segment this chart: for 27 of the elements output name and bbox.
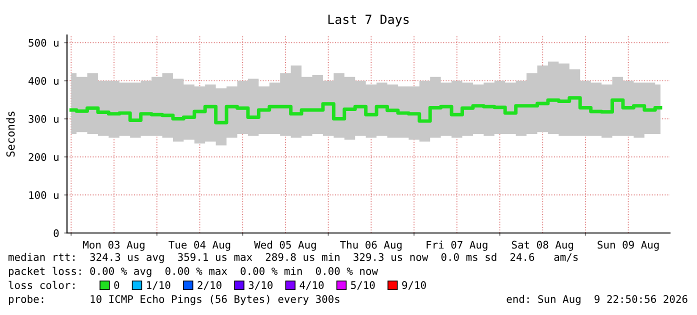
x-tick-label: Sun 09 Aug [598,240,659,251]
text: probe: 10 ICMP Echo Pings (56 Bytes) every 300s [8,294,340,306]
chart-title: Last 7 Days [328,14,409,26]
x-tick-label: Thu 06 Aug [340,240,402,251]
legend-label: 5/10 [351,281,375,290]
legend-label: 1/10 [147,281,170,290]
x-tick-label: Mon 03 Aug [83,240,144,251]
x-tick-label: Fri 07 Aug [426,240,488,251]
text: median rtt: 324.3 us avg 359.1 us max 289.8 us min 329.3 us now 0.0 ms sd 24.6 am/s [8,252,578,264]
x-tick-label: Tue 04 Aug [168,240,230,251]
y-tick-label: 300 u [28,115,58,123]
legend-label: 9/10 [402,281,426,290]
y-tick-label: 200 u [28,153,58,161]
legend-label: 4/10 [300,281,324,290]
text: packet loss: 0.00 % avg 0.00 % max 0.00 % min 0.00 % now [8,266,378,278]
y-tick-label: 100 u [29,191,58,200]
legend-label: 3/10 [248,281,273,290]
y-tick-label: 500 u [28,38,58,47]
y-axis-title: Seconds [6,112,15,157]
y-tick-label: 0 [54,229,59,238]
legend-label: 0 [114,281,120,290]
x-tick-label: Wed 05 Aug [254,240,316,251]
text: end: Sun Aug 9 22:50:56 2026 [506,294,688,306]
legend-label: 2/10 [198,281,222,290]
legend-title: loss color: [8,280,74,290]
x-tick-label: Sat 08 Aug [512,240,573,251]
y-tick-label: 400 u [28,76,58,85]
